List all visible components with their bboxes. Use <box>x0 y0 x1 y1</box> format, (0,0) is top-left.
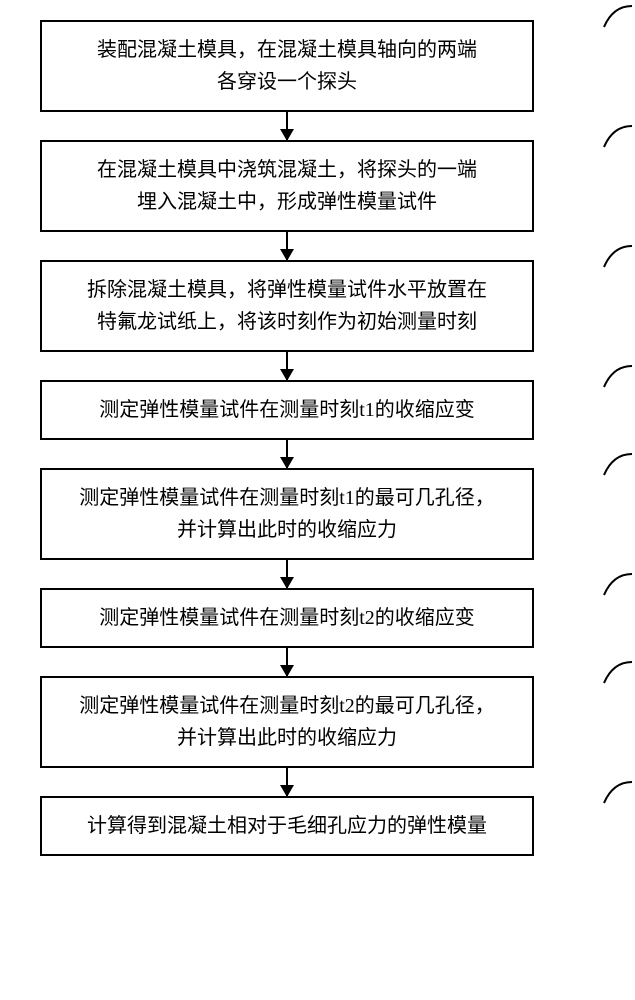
label-connector-curve <box>603 780 633 804</box>
flow-step: S8计算得到混凝土相对于毛细孔应力的弹性模量 <box>40 796 600 856</box>
flow-step: S3拆除混凝土模具，将弹性模量试件水平放置在特氟龙试纸上，将该时刻作为初始测量时… <box>40 260 600 352</box>
flow-box-line: 拆除混凝土模具，将弹性模量试件水平放置在 <box>52 274 522 306</box>
flow-step: S2在混凝土模具中浇筑混凝土，将探头的一端埋入混凝土中，形成弹性模量试件 <box>40 140 600 232</box>
flow-box: 测定弹性模量试件在测量时刻t2的最可几孔径，并计算出此时的收缩应力 <box>40 676 534 768</box>
flow-step: S7测定弹性模量试件在测量时刻t2的最可几孔径，并计算出此时的收缩应力 <box>40 676 600 768</box>
label-connector-curve <box>603 452 633 476</box>
step-label-wrap: S6 <box>603 570 635 596</box>
step-label-wrap: S1 <box>603 2 635 28</box>
arrow-down-icon <box>286 648 288 676</box>
label-connector-curve <box>603 244 633 268</box>
step-label-wrap: S4 <box>603 362 635 388</box>
step-label-wrap: S3 <box>603 242 635 268</box>
flow-box-line: 并计算出此时的收缩应力 <box>52 722 522 754</box>
flow-box: 计算得到混凝土相对于毛细孔应力的弹性模量 <box>40 796 534 856</box>
flow-box: 在混凝土模具中浇筑混凝土，将探头的一端埋入混凝土中，形成弹性模量试件 <box>40 140 534 232</box>
label-connector-curve <box>603 124 633 148</box>
flow-box-line: 测定弹性模量试件在测量时刻t2的最可几孔径， <box>52 690 522 722</box>
flow-box-line: 测定弹性模量试件在测量时刻t1的最可几孔径， <box>52 482 522 514</box>
flow-box-line: 计算得到混凝土相对于毛细孔应力的弹性模量 <box>52 810 522 842</box>
flowchart: S1装配混凝土模具，在混凝土模具轴向的两端各穿设一个探头 S2在混凝土模具中浇筑… <box>40 20 600 856</box>
flow-box-line: 测定弹性模量试件在测量时刻t2的收缩应变 <box>52 602 522 634</box>
step-label-wrap: S7 <box>603 658 635 684</box>
label-connector-curve <box>603 364 633 388</box>
flow-step: S1装配混凝土模具，在混凝土模具轴向的两端各穿设一个探头 <box>40 20 600 112</box>
step-label-wrap: S2 <box>603 122 635 148</box>
flow-box-line: 并计算出此时的收缩应力 <box>52 514 522 546</box>
flow-box: 拆除混凝土模具，将弹性模量试件水平放置在特氟龙试纸上，将该时刻作为初始测量时刻 <box>40 260 534 352</box>
arrow-down-icon <box>286 768 288 796</box>
flow-step: S5测定弹性模量试件在测量时刻t1的最可几孔径，并计算出此时的收缩应力 <box>40 468 600 560</box>
flow-box-line: 各穿设一个探头 <box>52 66 522 98</box>
flow-box: 测定弹性模量试件在测量时刻t1的最可几孔径，并计算出此时的收缩应力 <box>40 468 534 560</box>
flow-box: 装配混凝土模具，在混凝土模具轴向的两端各穿设一个探头 <box>40 20 534 112</box>
label-connector-curve <box>603 660 633 684</box>
flow-box-line: 装配混凝土模具，在混凝土模具轴向的两端 <box>52 34 522 66</box>
flow-step: S6测定弹性模量试件在测量时刻t2的收缩应变 <box>40 588 600 648</box>
arrow-down-icon <box>286 440 288 468</box>
arrow-down-icon <box>286 352 288 380</box>
step-label-wrap: S8 <box>603 778 635 804</box>
flow-box: 测定弹性模量试件在测量时刻t2的收缩应变 <box>40 588 534 648</box>
arrow-down-icon <box>286 560 288 588</box>
label-connector-curve <box>603 572 633 596</box>
flow-box-line: 在混凝土模具中浇筑混凝土，将探头的一端 <box>52 154 522 186</box>
flow-box-line: 特氟龙试纸上，将该时刻作为初始测量时刻 <box>52 306 522 338</box>
flow-box-line: 埋入混凝土中，形成弹性模量试件 <box>52 186 522 218</box>
flow-box: 测定弹性模量试件在测量时刻t1的收缩应变 <box>40 380 534 440</box>
flow-box-line: 测定弹性模量试件在测量时刻t1的收缩应变 <box>52 394 522 426</box>
arrow-down-icon <box>286 232 288 260</box>
flow-step: S4测定弹性模量试件在测量时刻t1的收缩应变 <box>40 380 600 440</box>
arrow-down-icon <box>286 112 288 140</box>
label-connector-curve <box>603 4 633 28</box>
step-label-wrap: S5 <box>603 450 635 476</box>
